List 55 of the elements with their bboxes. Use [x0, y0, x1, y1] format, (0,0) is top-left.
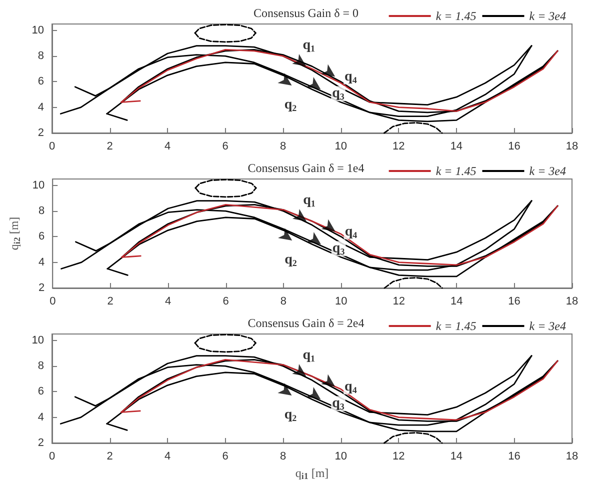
y-tick-label: 10 — [32, 334, 44, 346]
legend-label: k = 3e4 — [529, 319, 566, 333]
x-tick-label: 0 — [50, 296, 56, 308]
legend-label: k = 1.45 — [436, 319, 476, 333]
chart-title: Consensus Gain δ = 0 — [253, 6, 359, 20]
chart-title: Consensus Gain δ = 2e4 — [248, 316, 364, 330]
legend-label: k = 3e4 — [529, 164, 566, 178]
x-tick-label: 14 — [450, 296, 463, 308]
legend-label: k = 1.45 — [436, 9, 476, 23]
x-tick-label: 18 — [566, 450, 578, 462]
y-tick-label: 2 — [38, 282, 45, 294]
x-tick-label: 4 — [164, 140, 171, 152]
x-tick-label: 12 — [392, 140, 405, 152]
y-tick-label: 10 — [32, 179, 45, 192]
x-tick-label: 2 — [106, 450, 113, 462]
y-tick-label: 2 — [38, 127, 44, 139]
y-tick-label: 2 — [38, 437, 44, 449]
x-tick-label: 16 — [508, 296, 520, 308]
legend-label: k = 3e4 — [529, 9, 566, 23]
y-axis-title: qi2 [m] — [7, 216, 22, 250]
x-tick-label: 8 — [280, 140, 286, 152]
y-tick-label: 8 — [38, 360, 44, 372]
x-tick-label: 6 — [222, 450, 228, 462]
x-tick-label: 18 — [566, 140, 578, 152]
x-tick-label: 0 — [48, 140, 56, 152]
x-tick-label: 12 — [392, 450, 405, 462]
y-tick-label: 4 — [38, 101, 44, 114]
x-tick-label: 6 — [222, 140, 228, 152]
y-tick-label: 6 — [38, 386, 44, 398]
y-tick-label: 6 — [38, 76, 44, 88]
y-tick-label: 4 — [38, 256, 45, 268]
y-tick-label: 8 — [38, 50, 44, 62]
x-tick-label: 18 — [566, 296, 578, 308]
x-tick-label: 0 — [48, 450, 56, 462]
x-tick-label: 10 — [335, 296, 348, 308]
y-tick-label: 6 — [38, 230, 45, 243]
legend-label: k = 1.45 — [436, 164, 476, 178]
chart-title: Consensus Gain δ = 1e4 — [248, 161, 364, 175]
y-tick-label: 10 — [32, 24, 44, 36]
x-tick-label: 4 — [164, 450, 171, 462]
y-tick-label: 4 — [38, 411, 44, 424]
x-tick-label: 4 — [164, 296, 172, 308]
x-tick-label: 8 — [280, 450, 286, 462]
x-tick-label: 10 — [334, 450, 348, 462]
x-tick-label: 14 — [450, 450, 463, 462]
x-tick-label: 8 — [280, 296, 287, 308]
x-tick-label: 14 — [450, 140, 463, 152]
y-tick-label: 8 — [38, 205, 45, 218]
x-tick-label: 2 — [106, 140, 113, 152]
x-tick-label: 10 — [334, 140, 348, 152]
x-tick-label: 12 — [392, 296, 406, 308]
x-tick-label: 6 — [222, 296, 229, 308]
x-tick-label: 16 — [508, 450, 520, 462]
x-tick-label: 16 — [508, 140, 520, 152]
x-tick-label: 2 — [107, 296, 114, 308]
